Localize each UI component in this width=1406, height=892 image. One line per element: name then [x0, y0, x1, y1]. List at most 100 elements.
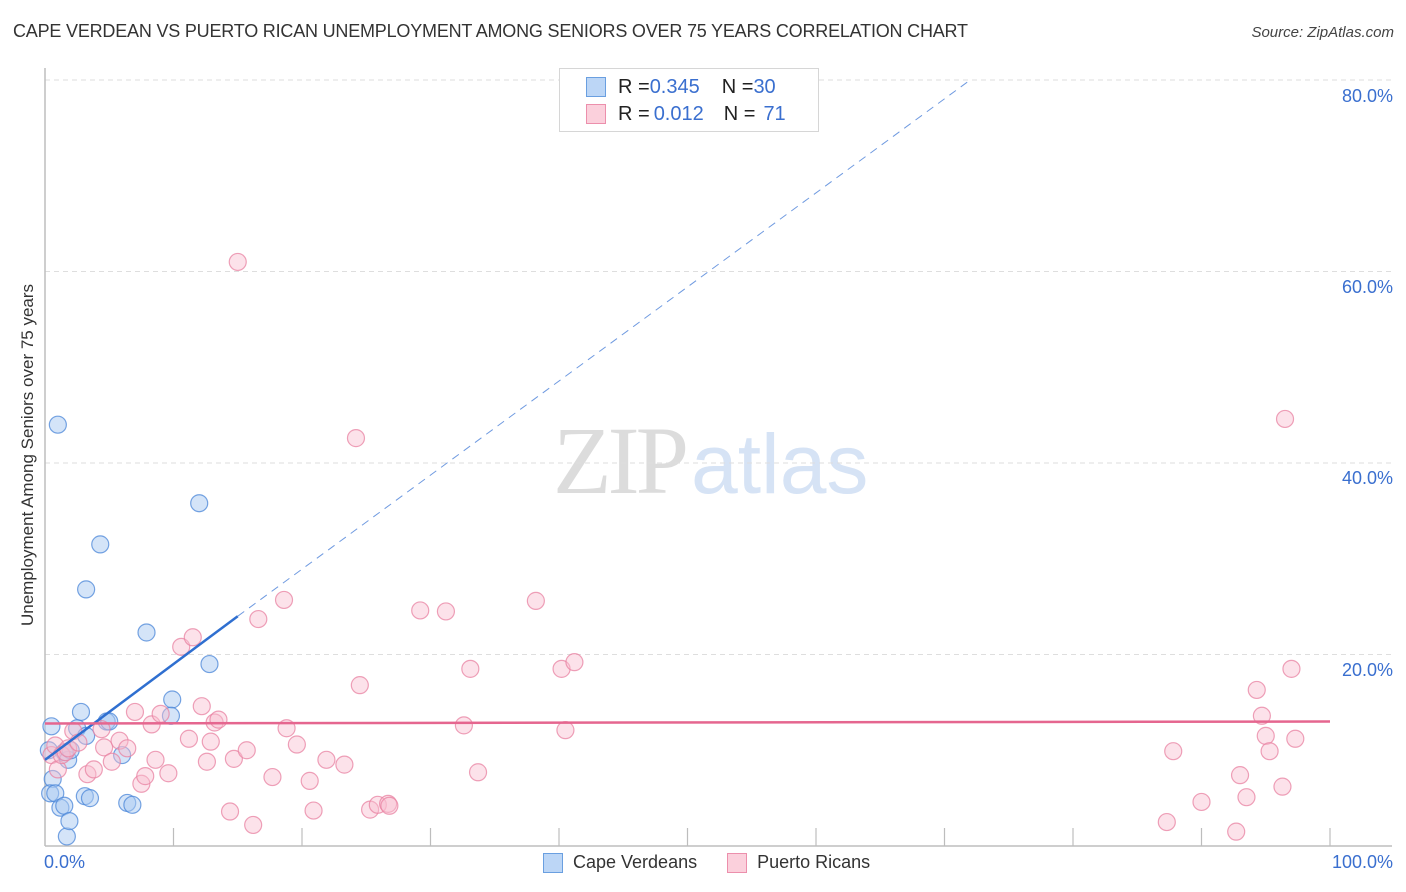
- data-point: [77, 580, 96, 599]
- legend-swatch-blue: [543, 852, 563, 873]
- legend-row-cape-verdeans: R = 0.345 N = 30: [586, 75, 776, 99]
- y-tick-40: 40.0%: [1341, 468, 1393, 488]
- series-puerto-ricans: [42, 252, 1305, 841]
- data-point: [197, 752, 217, 771]
- trendline-cape-verdeans: [44, 615, 239, 761]
- data-point: [84, 760, 103, 779]
- axes: [44, 68, 1392, 847]
- correlation-legend: R = 0.345 N = 30 R = 0.012 N = 71: [559, 68, 819, 132]
- legend-item-cape-verdeans[interactable]: Cape Verdeans: [543, 852, 697, 873]
- data-point: [224, 749, 243, 768]
- data-point: [192, 697, 211, 716]
- trendlines: [44, 79, 1331, 761]
- data-point: [118, 739, 137, 758]
- data-point: [461, 659, 480, 678]
- gridlines: [45, 79, 1392, 655]
- chart-title: CAPE VERDEAN VS PUERTO RICAN UNEMPLOYMEN…: [13, 21, 968, 41]
- x-tick-100: 100.0%: [1331, 852, 1393, 872]
- y-tick-20: 20.0%: [1341, 660, 1393, 680]
- data-point: [1256, 726, 1275, 745]
- data-point: [179, 729, 199, 748]
- data-point: [317, 750, 336, 769]
- data-point: [57, 827, 76, 846]
- data-point: [201, 732, 220, 751]
- data-point: [380, 796, 399, 815]
- y-axis-label: Unemployment Among Seniors over 75 years: [18, 283, 37, 627]
- data-point: [1164, 742, 1183, 761]
- source-label: Source: ZipAtlas.com: [1251, 24, 1394, 41]
- legend-swatch-pink: [586, 104, 606, 124]
- data-point: [274, 590, 294, 610]
- legend-swatch-pink: [727, 852, 748, 873]
- legend-item-puerto-ricans[interactable]: Puerto Ricans: [727, 852, 870, 873]
- data-point: [526, 591, 545, 610]
- data-point: [300, 771, 319, 790]
- data-point: [346, 429, 366, 448]
- data-point: [263, 767, 282, 787]
- data-point: [220, 802, 240, 821]
- trendline-cape-verdeans-extension: [237, 79, 971, 617]
- watermark-zip: ZIP: [553, 407, 689, 514]
- legend-r-value: 0.012: [653, 102, 704, 125]
- data-point: [1275, 409, 1295, 429]
- data-point: [200, 654, 219, 674]
- data-point: [1260, 742, 1279, 761]
- data-point: [190, 494, 209, 513]
- data-point: [237, 741, 256, 760]
- data-point: [1230, 766, 1250, 785]
- watermark: ZIPatlas: [553, 405, 868, 516]
- data-point: [136, 767, 155, 786]
- data-point: [249, 609, 268, 629]
- data-point: [1282, 659, 1301, 678]
- legend-r-label: R =: [618, 75, 650, 98]
- legend-n-value: 30: [753, 75, 776, 98]
- legend-swatch-blue: [586, 77, 606, 97]
- data-point: [436, 602, 456, 621]
- x-tick-0: 0.0%: [44, 852, 86, 872]
- data-point: [556, 721, 575, 740]
- data-point: [1286, 729, 1305, 748]
- data-point: [48, 415, 67, 434]
- data-point: [151, 704, 170, 723]
- legend-label: Puerto Ricans: [757, 852, 871, 872]
- legend-n-label: N =: [721, 75, 754, 98]
- data-point: [468, 763, 488, 782]
- data-point: [228, 252, 247, 272]
- legend-n-value: 71: [763, 102, 786, 125]
- data-point: [159, 764, 178, 783]
- data-point: [244, 815, 263, 835]
- data-point: [411, 601, 430, 620]
- data-point: [60, 812, 79, 831]
- data-point: [137, 623, 156, 642]
- data-point: [287, 735, 306, 754]
- data-point: [209, 710, 228, 729]
- series-legend: Cape Verdeans Puerto Ricans: [543, 852, 900, 873]
- trendline-puerto-ricans: [44, 720, 1331, 725]
- data-point: [71, 702, 91, 722]
- y-tick-60: 60.0%: [1341, 277, 1393, 297]
- legend-r-value: 0.345: [649, 75, 700, 98]
- legend-label: Cape Verdeans: [573, 852, 698, 872]
- data-point: [123, 795, 142, 814]
- data-point: [163, 690, 182, 709]
- data-point: [92, 720, 111, 739]
- data-point: [565, 653, 584, 672]
- data-point: [1227, 822, 1246, 841]
- data-point: [102, 752, 121, 771]
- data-point: [304, 801, 323, 820]
- data-point: [48, 760, 67, 779]
- data-point: [1252, 706, 1271, 725]
- data-point: [350, 676, 369, 695]
- y-tick-80: 80.0%: [1341, 86, 1393, 106]
- watermark-atlas: atlas: [691, 417, 869, 511]
- legend-n-label: N =: [723, 102, 756, 125]
- data-point: [95, 738, 114, 757]
- data-point: [454, 716, 474, 735]
- data-point: [335, 755, 354, 774]
- data-point: [183, 628, 202, 647]
- data-point: [55, 796, 74, 815]
- data-point: [146, 750, 165, 769]
- data-point: [42, 717, 61, 736]
- data-point: [1157, 812, 1176, 832]
